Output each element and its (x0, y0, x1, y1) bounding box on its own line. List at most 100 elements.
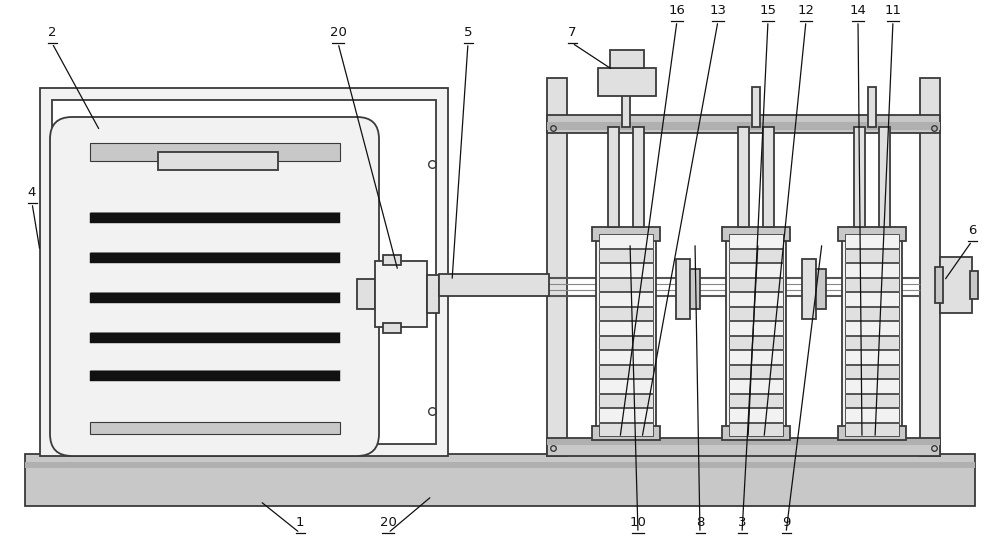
Bar (729, 379, 783, 392)
Bar (610, 50, 644, 68)
Bar (547, 115, 940, 133)
Bar (763, 127, 774, 227)
Bar (547, 438, 940, 456)
Bar (52, 100, 436, 444)
Bar (375, 261, 427, 327)
Bar (738, 127, 749, 227)
Bar (357, 279, 375, 309)
Text: 3: 3 (738, 516, 746, 529)
Bar (802, 259, 816, 319)
Bar (676, 259, 690, 319)
Bar (599, 336, 653, 349)
Bar (845, 292, 899, 305)
Bar (547, 122, 940, 130)
Bar (592, 227, 660, 241)
Bar (729, 365, 783, 378)
Bar (592, 426, 660, 440)
Bar (845, 350, 899, 364)
Bar (838, 227, 906, 241)
Bar (729, 423, 783, 436)
Text: 16: 16 (669, 4, 685, 17)
Bar (599, 408, 653, 422)
Bar (596, 231, 656, 438)
Bar (427, 275, 439, 313)
Bar (845, 307, 899, 320)
Bar (90, 143, 340, 161)
Bar (547, 439, 940, 445)
Bar (90, 422, 340, 434)
Bar (729, 350, 783, 364)
Bar (599, 365, 653, 378)
Bar (90, 253, 340, 263)
Bar (845, 423, 899, 436)
Bar (25, 462, 975, 468)
Bar (845, 336, 899, 349)
Text: 4: 4 (28, 186, 36, 199)
Bar (729, 249, 783, 262)
Bar (845, 321, 899, 334)
Bar (729, 278, 783, 291)
Bar (547, 78, 567, 456)
Bar (842, 231, 902, 438)
Bar (920, 78, 940, 456)
Bar (90, 333, 340, 343)
Text: 12: 12 (798, 4, 814, 17)
Bar (729, 307, 783, 320)
Bar (690, 269, 700, 309)
Bar (854, 127, 865, 227)
Bar (599, 423, 653, 436)
Text: 20: 20 (380, 516, 396, 529)
Bar (25, 454, 975, 506)
Bar (729, 408, 783, 422)
Bar (729, 234, 783, 247)
Bar (940, 257, 972, 313)
Bar (599, 307, 653, 320)
Bar (40, 88, 448, 456)
Bar (599, 379, 653, 392)
Bar (845, 393, 899, 407)
Bar (599, 263, 653, 277)
Polygon shape (108, 434, 185, 454)
Bar (726, 231, 786, 438)
Text: 15: 15 (760, 4, 776, 17)
Bar (599, 393, 653, 407)
Bar (845, 249, 899, 262)
Bar (633, 127, 644, 227)
Bar (439, 274, 549, 296)
Bar (599, 292, 653, 305)
Text: 10: 10 (630, 516, 646, 529)
Bar (879, 127, 890, 227)
Text: 7: 7 (568, 26, 576, 39)
Bar (845, 234, 899, 247)
Bar (838, 426, 906, 440)
Text: 5: 5 (464, 26, 472, 39)
Bar (90, 371, 340, 381)
Text: 6: 6 (968, 224, 976, 237)
Text: 13: 13 (710, 4, 726, 17)
Bar (729, 292, 783, 305)
Bar (90, 293, 340, 303)
Polygon shape (253, 434, 330, 454)
FancyBboxPatch shape (50, 117, 379, 456)
Bar (599, 278, 653, 291)
Bar (729, 263, 783, 277)
Text: 1: 1 (296, 516, 304, 529)
Bar (845, 278, 899, 291)
Bar (845, 379, 899, 392)
Bar (845, 365, 899, 378)
Bar (722, 227, 790, 241)
Bar (845, 408, 899, 422)
Text: 8: 8 (696, 516, 704, 529)
Text: 9: 9 (782, 516, 790, 529)
Bar (90, 213, 340, 223)
Bar (816, 269, 826, 309)
Bar (722, 426, 790, 440)
Text: 2: 2 (48, 26, 56, 39)
Bar (970, 271, 978, 299)
Bar (599, 249, 653, 262)
Bar (845, 263, 899, 277)
Bar (935, 267, 943, 303)
Text: 11: 11 (885, 4, 902, 17)
Bar (383, 323, 401, 333)
Text: 14: 14 (850, 4, 866, 17)
